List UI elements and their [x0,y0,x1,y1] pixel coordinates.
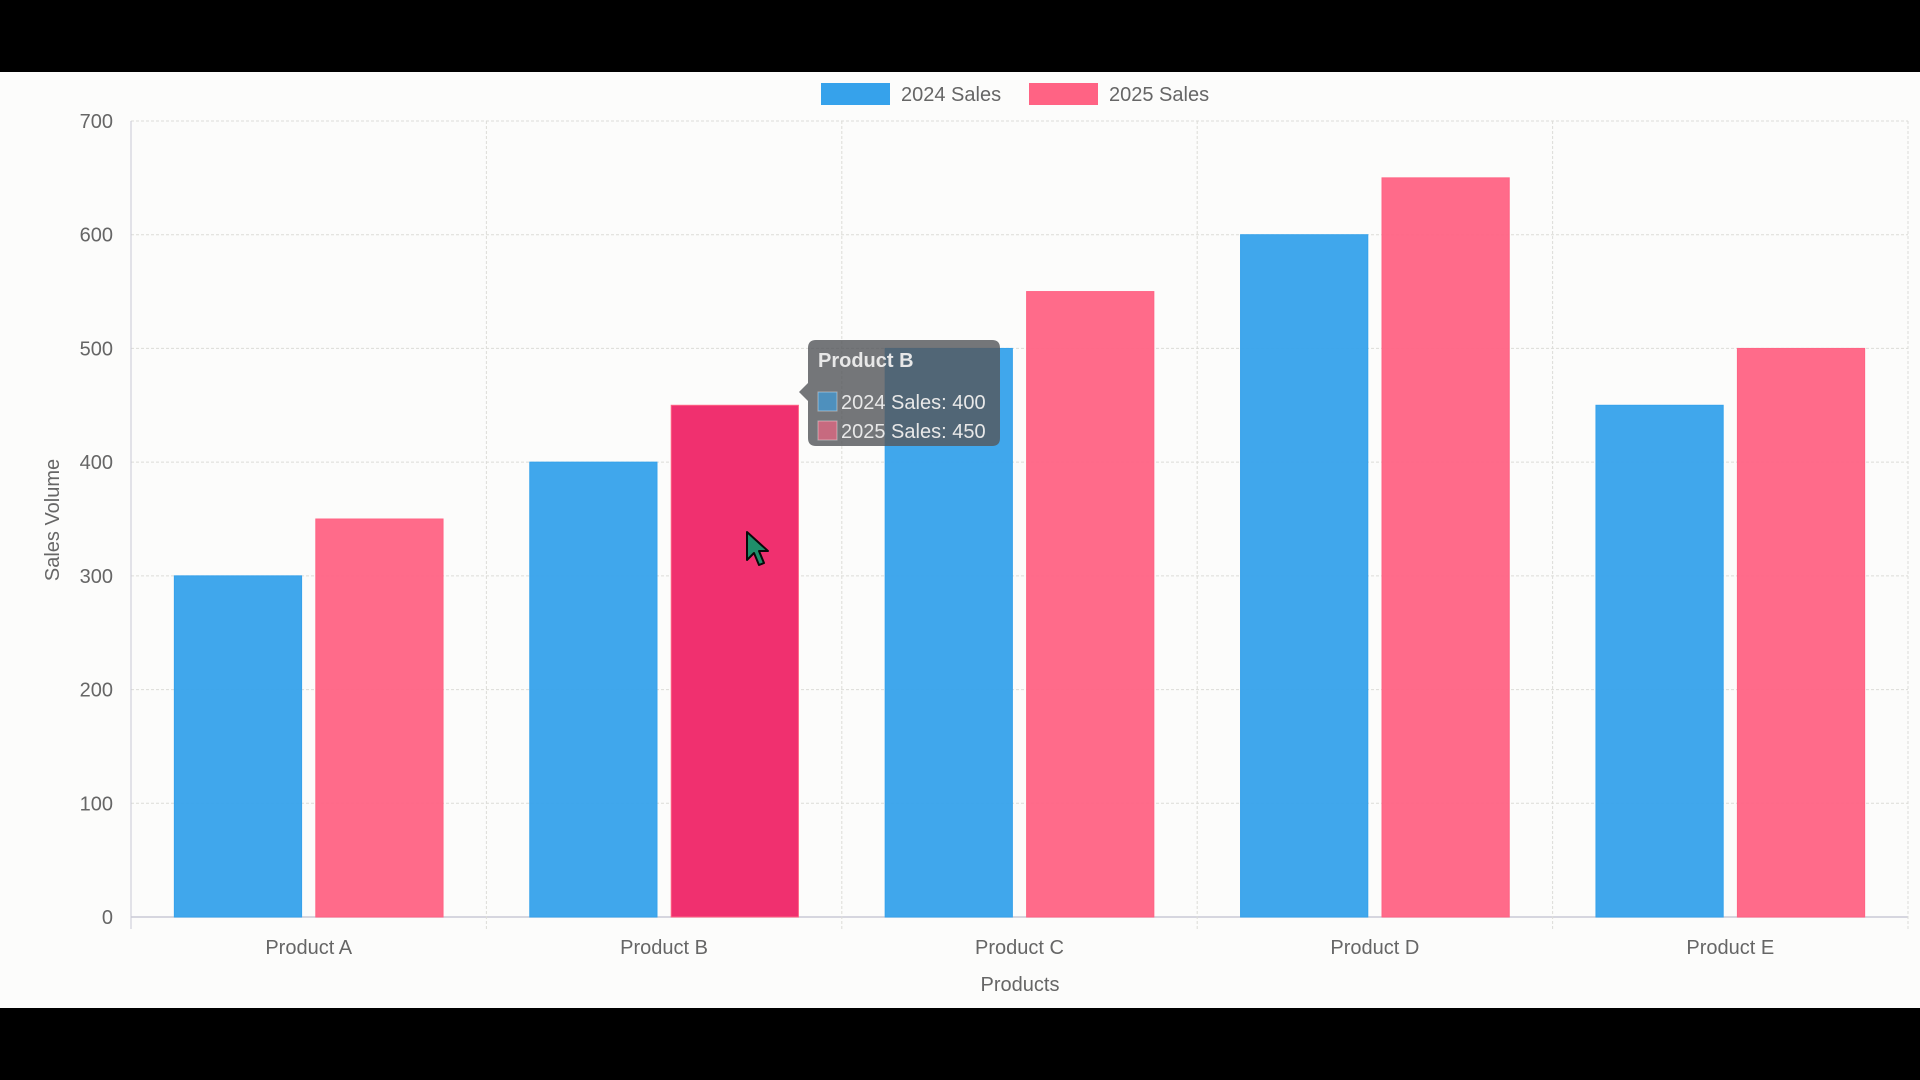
legend-swatch-2024-sales[interactable] [821,83,890,105]
y-tick-label: 0 [102,907,113,929]
bar-2024-sales-product-b[interactable] [529,461,658,918]
tooltip-box [799,340,1000,446]
y-tick-label: 500 [80,338,113,360]
x-tick-label: Product B [620,937,708,959]
bar-2025-sales-product-b[interactable] [670,404,799,918]
y-tick-label: 700 [80,111,113,133]
y-tick-label: 600 [80,225,113,247]
tooltip-title: Product B [818,350,914,372]
y-tick-label: 200 [80,680,113,702]
y-tick-label: 400 [80,452,113,474]
arrow-pointer-icon [746,531,769,566]
x-tick-label: Product A [265,937,352,959]
legend-swatch-2025-sales[interactable] [1029,83,1098,105]
bar-2024-sales-product-a[interactable] [173,575,303,918]
x-axis-title: Products [981,974,1060,996]
tooltip-swatch-2024 [817,391,838,412]
legend-label-2024-sales[interactable]: 2024 Sales [901,84,1001,106]
tooltip-line-2025: 2025 Sales: 450 [841,421,986,443]
y-tick-label: 300 [80,566,113,588]
bar-2025-sales-product-e[interactable] [1736,347,1866,918]
tooltip: Product B 2024 Sales: 400 2025 Sales: 45… [799,340,1000,446]
y-tick-label: 100 [80,793,113,815]
x-tick-label: Product E [1686,937,1774,959]
bar-2025-sales-product-a[interactable] [315,518,444,918]
bar-2024-sales-product-e[interactable] [1595,404,1724,918]
bar-2024-sales-product-d[interactable] [1240,234,1369,918]
tooltip-line-2024: 2024 Sales: 400 [841,392,986,414]
x-axis-ticks: Product A Product B Product C Product D Prod… [265,937,1774,959]
legend: 2024 Sales 2025 Sales [821,83,1209,106]
y-axis-title: Sales Volume [42,459,64,581]
legend-label-2025-sales[interactable]: 2025 Sales [1109,84,1209,106]
x-tick-label: Product C [975,937,1064,959]
bar-2025-sales-product-d[interactable] [1381,177,1510,918]
x-tick-label: Product D [1330,937,1419,959]
y-axis-ticks: 0 100 200 300 400 500 600 700 [80,111,113,929]
bar-2025-sales-product-c[interactable] [1026,291,1155,918]
tooltip-swatch-2025 [817,420,838,441]
bars [173,177,1866,918]
